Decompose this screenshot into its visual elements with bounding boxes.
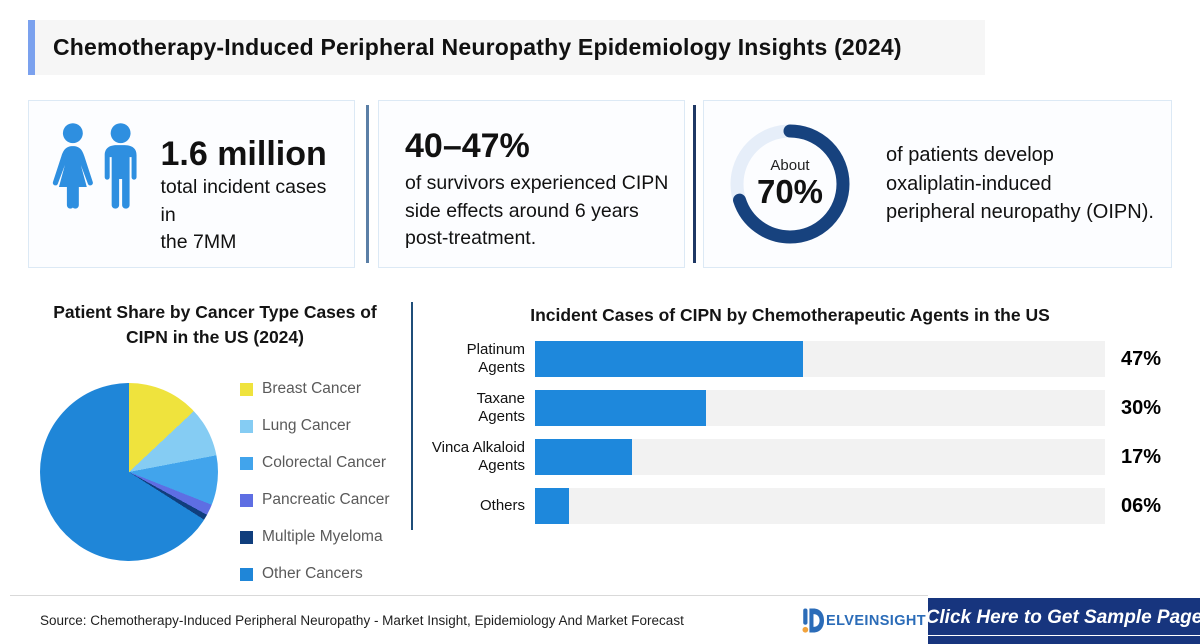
legend-item: Pancreatic Cancer	[240, 491, 390, 508]
donut-ring: About 70%	[728, 122, 852, 246]
stat-card-survivor-share: 40–47% of survivors experienced CIPN sid…	[378, 100, 685, 268]
pie-chart	[40, 383, 218, 561]
legend-label: Colorectal Cancer	[262, 454, 387, 471]
bar-fill	[535, 341, 803, 377]
bar-category-label: Platinum Agents	[466, 341, 525, 376]
bar-value-label: 47%	[1121, 347, 1162, 370]
legend-swatch	[240, 530, 253, 544]
card-divider-steel	[366, 105, 369, 263]
bar-track	[535, 439, 1105, 475]
bar-category-label: Vinca Alkaloid Agents	[431, 439, 525, 474]
legend-label: Lung Cancer	[262, 417, 351, 434]
card-divider-navy	[693, 105, 696, 263]
delveinsight-d-icon	[802, 608, 824, 633]
ring-value: 70%	[756, 172, 824, 210]
bar-value-label: 17%	[1121, 445, 1162, 468]
legend-swatch	[240, 567, 253, 581]
incident-cases-value: 1.6 million	[160, 135, 327, 173]
legend-label: Breast Cancer	[262, 380, 362, 397]
bar-value-label: 06%	[1121, 494, 1162, 517]
delveinsight-wordmark: ELVEINSIGHT	[826, 613, 927, 629]
bar-category-label: Taxane Agents	[476, 390, 525, 425]
header-bar: Chemotherapy-Induced Peripheral Neuropat…	[28, 20, 985, 75]
legend-swatch	[240, 456, 253, 470]
ring-qualifier: About	[770, 157, 810, 175]
footer-divider	[10, 595, 928, 596]
legend-item: Colorectal Cancer	[240, 454, 390, 471]
delveinsight-logo: ELVEINSIGHT	[800, 604, 926, 638]
pie-legend: Breast Cancer Lung Cancer Colorectal Cance…	[240, 380, 390, 603]
legend-label: Multiple Myeloma	[262, 528, 383, 545]
get-sample-page-label: Click Here to Get Sample Page	[917, 607, 1200, 636]
legend-item: Breast Cancer	[240, 380, 390, 397]
legend-item: Other Cancers	[240, 565, 390, 582]
oipn-label: of patients develop oxaliplatin-induced …	[886, 144, 1154, 224]
legend-swatch	[240, 419, 253, 433]
bar-chart-title: Incident Cases of CIPN by Chemotherapeut…	[530, 305, 1050, 325]
pie-chart-title: Patient Share by Cancer Type Cases of CI…	[53, 302, 377, 347]
bar-row: Taxane Agents 30%	[425, 390, 1185, 426]
legend-label: Other Cancers	[262, 565, 363, 582]
bar-track	[535, 488, 1105, 524]
source-note: Source: Chemotherapy-Induced Peripheral …	[40, 613, 684, 628]
survivor-share-label: of survivors experienced CIPN side effec…	[405, 172, 669, 250]
legend-item: Lung Cancer	[240, 417, 390, 434]
bar-value-label: 30%	[1121, 396, 1162, 419]
bar-track	[535, 341, 1105, 377]
bar-track	[535, 390, 1105, 426]
legend-label: Pancreatic Cancer	[262, 491, 390, 508]
bar-rows: Platinum Agents 47% Taxane Agents 30% Vinca …	[425, 341, 1185, 537]
legend-swatch	[240, 382, 253, 396]
stat-card-oipn: About 70% of patients develop oxaliplati…	[703, 100, 1172, 268]
incident-cases-label: total incident cases in the 7MM	[160, 176, 327, 254]
bar-row: Vinca Alkaloid Agents 17%	[425, 439, 1185, 475]
bar-fill	[535, 439, 632, 475]
male-female-icon	[52, 123, 137, 209]
stat-card-incident-cases: 1.6 million total incident cases in the …	[28, 100, 355, 268]
page-title: Chemotherapy-Induced Peripheral Neuropat…	[53, 34, 902, 60]
survivor-share-value: 40–47%	[405, 127, 530, 165]
bar-fill	[535, 488, 570, 524]
bar-row: Others 06%	[425, 488, 1185, 524]
bar-row: Platinum Agents 47%	[425, 341, 1185, 377]
section-divider	[411, 302, 413, 530]
ring-progress	[730, 124, 850, 244]
get-sample-page-button[interactable]: Click Here to Get Sample Page	[917, 598, 1200, 644]
bar-category-label: Others	[479, 497, 525, 514]
legend-swatch	[240, 493, 253, 507]
legend-item: Multiple Myeloma	[240, 528, 390, 545]
bar-fill	[535, 390, 706, 426]
